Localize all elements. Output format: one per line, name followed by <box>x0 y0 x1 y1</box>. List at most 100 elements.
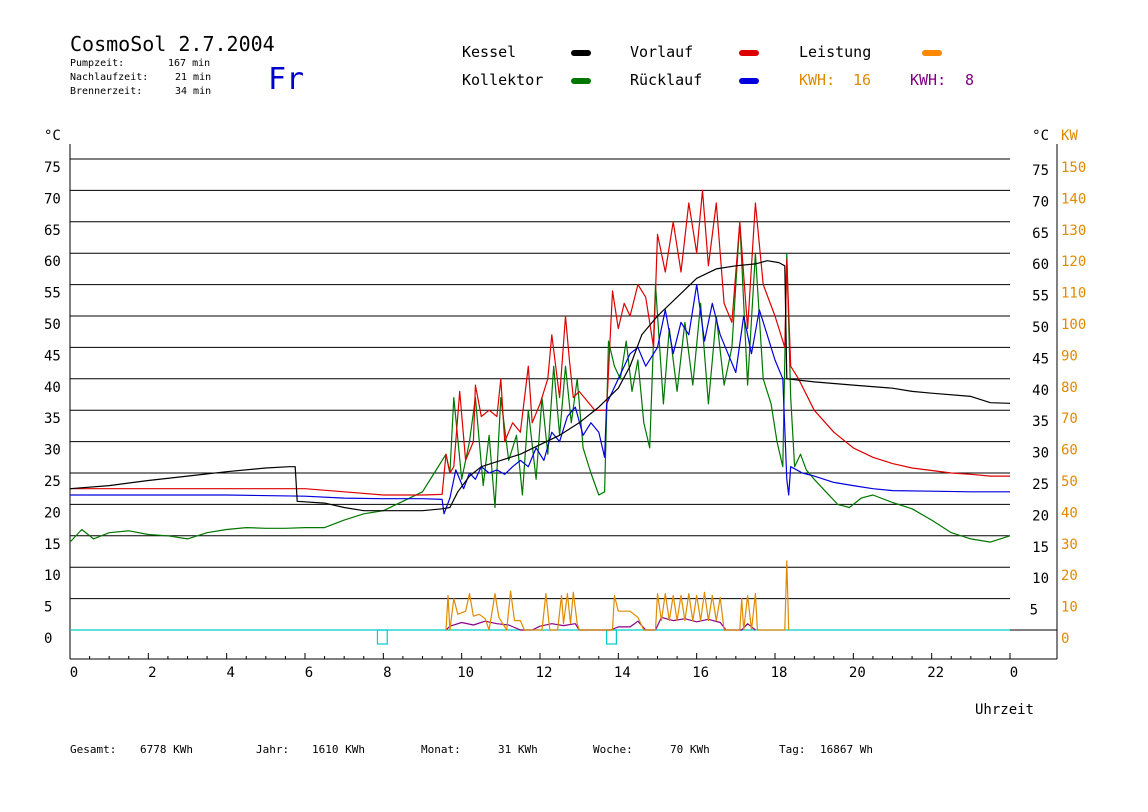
y-tick-label-kw: 130 <box>1061 223 1086 239</box>
y-tick-label-right: 20 <box>1032 508 1049 524</box>
stat-pumpzeit-value: 167 min <box>168 58 211 69</box>
y-tick-label-kw: 40 <box>1061 505 1078 521</box>
x-tick-label: 4 <box>226 665 234 681</box>
y-tick-label-left: 65 <box>44 223 61 239</box>
stat-nachlaufzeit-label: Nachlaufzeit: <box>70 72 149 83</box>
series-vorlauf-line <box>70 189 1010 496</box>
y-tick-label-kw: 140 <box>1061 191 1086 207</box>
y-tick-label-left: 50 <box>44 317 61 333</box>
y-tick-label-right: 5 <box>1030 603 1038 619</box>
y-tick-label-left: 25 <box>44 474 61 490</box>
y-tick-label-right: 45 <box>1032 351 1049 367</box>
footer-woche-value: 70 KWh <box>670 743 710 756</box>
y-tick-label-kw: 120 <box>1061 254 1086 270</box>
series-kollektor-line <box>69 221 1011 543</box>
footer-gesamt-value: 6778 KWh <box>140 743 193 756</box>
y-tick-label-left: 60 <box>44 254 61 270</box>
footer-tag-value: 16867 Wh <box>820 743 873 756</box>
x-tick-label: 8 <box>383 665 391 681</box>
chart-title: CosmoSol 2.7.2004 <box>70 32 275 56</box>
x-tick-label: 20 <box>849 665 866 681</box>
y-tick-label-kw: 30 <box>1061 537 1078 553</box>
legend-kessel-swatch <box>571 50 591 56</box>
y-tick-label-kw: 110 <box>1061 286 1086 302</box>
weekday-label: Fr <box>268 62 305 97</box>
y-tick-label-kw: 90 <box>1061 348 1078 364</box>
y-tick-label-kw: 70 <box>1061 411 1078 427</box>
y-tick-label-left: 10 <box>44 568 61 584</box>
x-tick-label: 6 <box>305 665 313 681</box>
y-tick-label-right: 15 <box>1032 540 1049 556</box>
x-tick-label: 18 <box>771 665 788 681</box>
y-tick-label-right: 70 <box>1032 194 1049 210</box>
kwh-pumpe-value: 8 <box>965 71 975 89</box>
stat-brennerzeit-value: 34 min <box>175 86 212 97</box>
y-tick-label-right: 75 <box>1032 163 1049 179</box>
y-tick-label-kw: 50 <box>1061 474 1078 490</box>
y-tick-label-kw: 10 <box>1061 600 1078 616</box>
y-tick-label-left: 15 <box>44 537 61 553</box>
y-tick-label-right: 40 <box>1032 383 1049 399</box>
y-tick-label-left: 0 <box>44 631 52 647</box>
x-tick-label: 0 <box>70 665 78 681</box>
y-tick-label-left: 70 <box>44 191 61 207</box>
y-tick-label-kw: 150 <box>1061 160 1086 176</box>
x-tick-label: 16 <box>692 665 709 681</box>
legend-kollektor-label: Kollektor <box>462 71 544 89</box>
legend-leistung-label: Leistung <box>799 43 872 61</box>
y-axis-unit-kw: KW <box>1061 128 1078 144</box>
x-tick-label: 10 <box>457 665 474 681</box>
series-ruecklauf-line <box>70 284 1010 515</box>
y-tick-label-right: 10 <box>1032 571 1049 587</box>
y-tick-label-kw: 100 <box>1061 317 1086 333</box>
y-tick-label-right: 25 <box>1032 477 1049 493</box>
y-tick-label-right: 50 <box>1032 320 1049 336</box>
legend-leistung-swatch <box>922 50 942 56</box>
y-tick-label-kw: 20 <box>1061 568 1078 584</box>
y-tick-label-kw: 80 <box>1061 380 1078 396</box>
y-tick-label-left: 55 <box>44 286 61 302</box>
x-tick-label: 12 <box>536 665 553 681</box>
stat-nachlaufzeit-value: 21 min <box>175 72 212 83</box>
y-tick-label-left: 5 <box>44 600 52 616</box>
y-axis-unit-left: °C <box>44 128 61 144</box>
legend-ruecklauf-swatch <box>739 78 759 84</box>
stat-brennerzeit-label: Brennerzeit: <box>70 86 143 97</box>
footer-monat-label: Monat: <box>421 743 461 756</box>
footer-gesamt-label: Gesamt: <box>70 743 117 756</box>
y-tick-label-right: 65 <box>1032 226 1049 242</box>
y-tick-label-right: 30 <box>1032 446 1049 462</box>
footer-tag-label: Tag: <box>779 743 806 756</box>
series-leistung-line <box>445 560 790 631</box>
y-tick-label-kw: 60 <box>1061 443 1078 459</box>
x-tick-label: 14 <box>614 665 631 681</box>
legend-ruecklauf-label: Rücklauf <box>630 71 703 89</box>
x-axis-label: Uhrzeit <box>975 702 1034 718</box>
y-tick-label-left: 35 <box>44 411 61 427</box>
y-tick-label-right: 60 <box>1032 257 1049 273</box>
legend-kollektor-swatch <box>571 78 591 84</box>
kwh-leistung-value: 16 <box>853 71 872 89</box>
footer-jahr-value: 1610 KWh <box>312 743 365 756</box>
legend-vorlauf-label: Vorlauf <box>630 43 694 61</box>
y-tick-label-left: 40 <box>44 380 61 396</box>
y-tick-label-left: 45 <box>44 348 61 364</box>
brenner-marker <box>376 629 388 645</box>
y-tick-label-left: 75 <box>44 160 61 176</box>
stat-pumpzeit-label: Pumpzeit: <box>70 58 125 69</box>
y-axis-unit-right: °C <box>1032 128 1049 144</box>
brenner-marker <box>605 629 617 645</box>
legend-kessel-label: Kessel <box>462 43 517 61</box>
footer-monat-value: 31 KWh <box>498 743 538 756</box>
y-tick-label-kw: 0 <box>1061 631 1069 647</box>
footer-woche-label: Woche: <box>593 743 633 756</box>
x-tick-label: 2 <box>148 665 156 681</box>
y-tick-label-left: 20 <box>44 505 61 521</box>
x-tick-label: 0 <box>1010 665 1018 681</box>
footer-jahr-label: Jahr: <box>256 743 290 756</box>
legend-vorlauf-swatch <box>739 50 759 56</box>
kwh-leistung-label: KWH: <box>799 71 836 89</box>
series-pumpe-line <box>445 616 756 631</box>
y-tick-label-right: 35 <box>1032 414 1049 430</box>
